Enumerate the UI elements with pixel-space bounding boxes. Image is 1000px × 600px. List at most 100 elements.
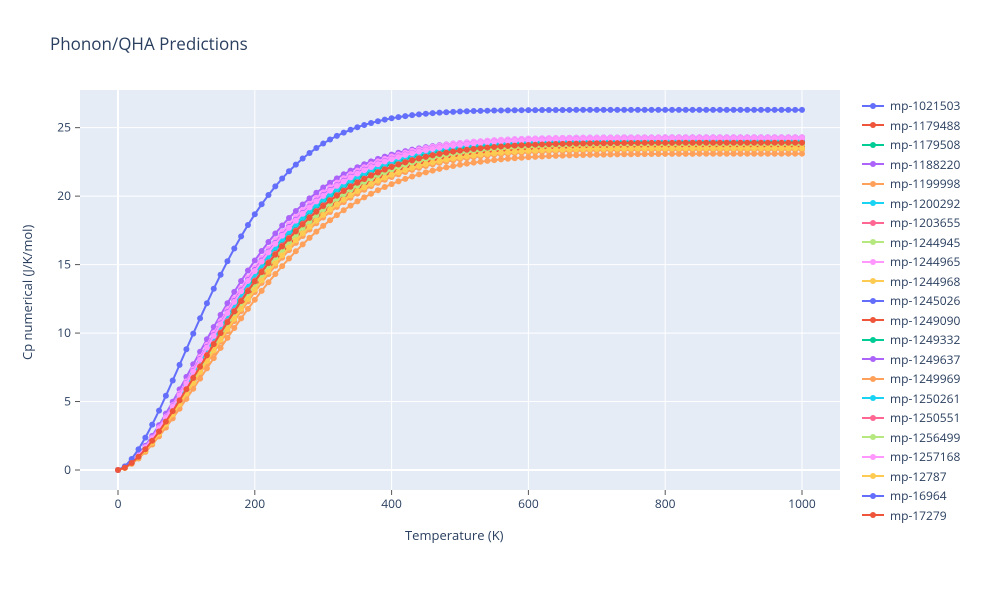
series-marker[interactable] bbox=[696, 145, 702, 151]
series-marker[interactable] bbox=[621, 107, 627, 113]
series-marker[interactable] bbox=[286, 256, 292, 262]
series-marker[interactable] bbox=[519, 148, 525, 154]
series-marker[interactable] bbox=[532, 148, 538, 154]
series-marker[interactable] bbox=[395, 154, 401, 160]
series-marker[interactable] bbox=[607, 146, 613, 152]
series-marker[interactable] bbox=[792, 145, 798, 151]
series-marker[interactable] bbox=[334, 212, 340, 218]
series-marker[interactable] bbox=[245, 288, 251, 294]
series-marker[interactable] bbox=[389, 181, 395, 187]
series-marker[interactable] bbox=[211, 286, 217, 292]
series-marker[interactable] bbox=[669, 145, 675, 151]
series-marker[interactable] bbox=[149, 422, 155, 428]
series-marker[interactable] bbox=[683, 140, 689, 146]
series-marker[interactable] bbox=[197, 364, 203, 370]
series-marker[interactable] bbox=[744, 140, 750, 146]
series-marker[interactable] bbox=[683, 107, 689, 113]
series-marker[interactable] bbox=[395, 169, 401, 175]
series-marker[interactable] bbox=[286, 225, 292, 231]
series-marker[interactable] bbox=[231, 245, 237, 251]
series-marker[interactable] bbox=[614, 140, 620, 146]
series-marker[interactable] bbox=[737, 140, 743, 146]
series-marker[interactable] bbox=[649, 145, 655, 151]
series-marker[interactable] bbox=[218, 321, 224, 327]
series-marker[interactable] bbox=[245, 222, 251, 228]
series-marker[interactable] bbox=[177, 397, 183, 403]
series-marker[interactable] bbox=[231, 309, 237, 315]
series-marker[interactable] bbox=[368, 120, 374, 126]
series-marker[interactable] bbox=[354, 180, 360, 186]
legend-item[interactable]: mp-1249969 bbox=[862, 369, 960, 389]
series-marker[interactable] bbox=[765, 107, 771, 113]
series-marker[interactable] bbox=[710, 145, 716, 151]
series-marker[interactable] bbox=[224, 258, 230, 264]
series-marker[interactable] bbox=[436, 166, 442, 172]
legend-item[interactable]: mp-1021503 bbox=[862, 96, 960, 116]
series-marker[interactable] bbox=[546, 147, 552, 153]
series-marker[interactable] bbox=[443, 150, 449, 156]
series-marker[interactable] bbox=[566, 141, 572, 147]
series-marker[interactable] bbox=[505, 149, 511, 155]
series-marker[interactable] bbox=[758, 107, 764, 113]
legend-item[interactable]: mp-1179488 bbox=[862, 116, 960, 136]
series-marker[interactable] bbox=[259, 248, 265, 254]
series-marker[interactable] bbox=[238, 288, 244, 294]
series-marker[interactable] bbox=[334, 133, 340, 139]
series-marker[interactable] bbox=[464, 141, 470, 147]
series-marker[interactable] bbox=[320, 141, 326, 147]
series-marker[interactable] bbox=[532, 142, 538, 148]
series-marker[interactable] bbox=[389, 172, 395, 178]
legend-item[interactable]: mp-1245026 bbox=[862, 291, 960, 311]
series-marker[interactable] bbox=[484, 151, 490, 157]
series-marker[interactable] bbox=[245, 296, 251, 302]
legend-item[interactable]: mp-1200292 bbox=[862, 194, 960, 214]
series-marker[interactable] bbox=[710, 140, 716, 146]
series-marker[interactable] bbox=[279, 252, 285, 258]
series-marker[interactable] bbox=[519, 142, 525, 148]
series-marker[interactable] bbox=[436, 145, 442, 151]
series-marker[interactable] bbox=[348, 174, 354, 180]
series-marker[interactable] bbox=[402, 167, 408, 173]
series-marker[interactable] bbox=[252, 287, 258, 293]
series-marker[interactable] bbox=[587, 146, 593, 152]
series-marker[interactable] bbox=[163, 393, 169, 399]
series-marker[interactable] bbox=[259, 269, 265, 275]
series-marker[interactable] bbox=[313, 209, 319, 215]
series-marker[interactable] bbox=[662, 140, 668, 146]
legend-item[interactable]: mp-1199998 bbox=[862, 174, 960, 194]
series-marker[interactable] bbox=[649, 107, 655, 113]
series-marker[interactable] bbox=[409, 173, 415, 179]
series-marker[interactable] bbox=[785, 140, 791, 146]
series-marker[interactable] bbox=[443, 144, 449, 150]
series-marker[interactable] bbox=[402, 113, 408, 119]
series-marker[interactable] bbox=[430, 168, 436, 174]
series-marker[interactable] bbox=[389, 115, 395, 121]
series-marker[interactable] bbox=[300, 230, 306, 236]
series-marker[interactable] bbox=[450, 149, 456, 155]
series-marker[interactable] bbox=[382, 167, 388, 173]
series-marker[interactable] bbox=[621, 146, 627, 152]
series-marker[interactable] bbox=[293, 162, 299, 168]
legend-item[interactable]: mp-17279 bbox=[862, 506, 960, 526]
series-marker[interactable] bbox=[279, 176, 285, 182]
series-marker[interactable] bbox=[635, 146, 641, 152]
series-marker[interactable] bbox=[655, 140, 661, 146]
series-marker[interactable] bbox=[491, 157, 497, 163]
series-marker[interactable] bbox=[799, 145, 805, 151]
series-marker[interactable] bbox=[313, 218, 319, 224]
series-marker[interactable] bbox=[327, 217, 333, 223]
series-marker[interactable] bbox=[382, 159, 388, 165]
series-marker[interactable] bbox=[423, 169, 429, 175]
series-marker[interactable] bbox=[361, 176, 367, 182]
series-marker[interactable] bbox=[573, 107, 579, 113]
series-marker[interactable] bbox=[361, 194, 367, 200]
series-marker[interactable] bbox=[389, 164, 395, 170]
series-marker[interactable] bbox=[785, 107, 791, 113]
series-marker[interactable] bbox=[313, 229, 319, 235]
series-marker[interactable] bbox=[792, 140, 798, 146]
series-marker[interactable] bbox=[778, 145, 784, 151]
series-marker[interactable] bbox=[423, 154, 429, 160]
series-marker[interactable] bbox=[265, 279, 271, 285]
series-marker[interactable] bbox=[703, 107, 709, 113]
series-marker[interactable] bbox=[320, 203, 326, 209]
